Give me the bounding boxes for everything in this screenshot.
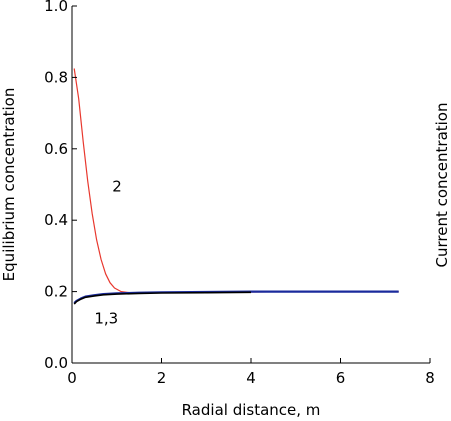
y-tick-label: 1.0 bbox=[44, 0, 68, 15]
x-axis-title: Radial distance, m bbox=[182, 401, 321, 419]
annotations: 21,3 bbox=[94, 178, 121, 328]
x-tick-label: 6 bbox=[336, 369, 346, 387]
y2-axis-title: Current concentration bbox=[433, 103, 451, 268]
axes bbox=[71, 6, 430, 364]
plot-series bbox=[73, 68, 399, 305]
y-tick-label: 0.6 bbox=[44, 140, 68, 158]
curve-label: 1,3 bbox=[94, 310, 118, 328]
curve-label: 2 bbox=[112, 178, 122, 196]
x-tick-label: 4 bbox=[246, 369, 256, 387]
x-tick-label: 2 bbox=[157, 369, 167, 387]
y-tick-label: 0.4 bbox=[44, 211, 68, 229]
x-tick-label: 0 bbox=[67, 369, 77, 387]
y-tick-label: 0.2 bbox=[44, 283, 68, 301]
series-2-line bbox=[73, 68, 399, 294]
y-axis-title: Equilibrium concentration bbox=[0, 88, 18, 282]
series-3-line bbox=[73, 291, 252, 305]
x-tick-label: 8 bbox=[425, 369, 435, 387]
y-tick-label: 0.0 bbox=[44, 354, 68, 372]
y-tick-label: 0.8 bbox=[44, 68, 68, 86]
ticks: 0 2 4 6 8 0.0 0.2 0.4 0.6 0.8 1.0 bbox=[44, 0, 435, 387]
